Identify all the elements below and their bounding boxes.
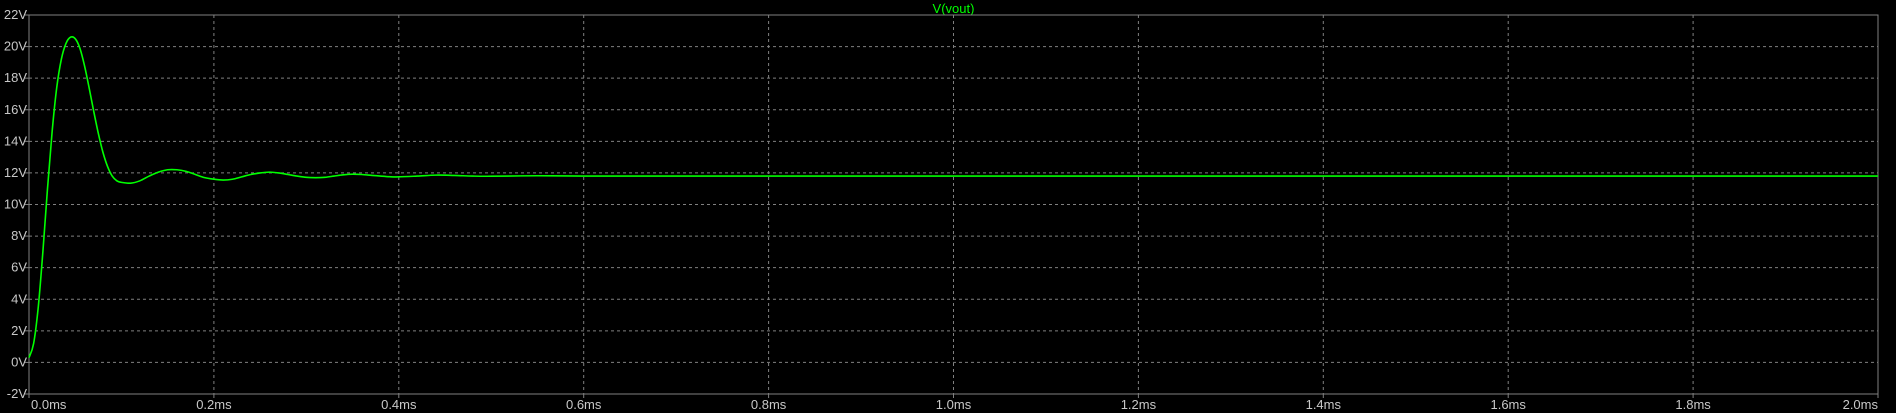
x-tick-label: 0.8ms xyxy=(751,397,787,412)
grid xyxy=(29,15,1878,394)
y-tick-label: 18V xyxy=(4,70,27,85)
x-tick-label: 0.2ms xyxy=(196,397,232,412)
y-tick-label: 2V xyxy=(11,323,27,338)
x-tick-label: 0.6ms xyxy=(566,397,602,412)
y-tick-label: 10V xyxy=(4,197,27,212)
x-tick-label: 1.8ms xyxy=(1675,397,1711,412)
x-tick-label: 1.4ms xyxy=(1306,397,1342,412)
x-tick-label: 0.0ms xyxy=(31,397,67,412)
x-tick-label: 0.4ms xyxy=(381,397,417,412)
y-tick-label: 8V xyxy=(11,228,27,243)
y-axis-ticks: 22V 20V 18V 16V 14V 12V 10V 8V 6V 4V 2V 0V -2V xyxy=(4,7,29,401)
x-tick-label: 2.0ms xyxy=(1843,397,1879,412)
x-tick-label: 1.2ms xyxy=(1121,397,1157,412)
series-line-vout xyxy=(28,35,1878,358)
y-tick-label: 20V xyxy=(4,39,27,54)
y-tick-label: 0V xyxy=(11,354,27,369)
y-tick-label: 16V xyxy=(4,102,27,117)
x-tick-label: 1.6ms xyxy=(1490,397,1526,412)
y-tick-label: 12V xyxy=(4,165,27,180)
x-axis-ticks: 0.0ms 0.2ms 0.4ms 0.6ms 0.8ms 1.0ms 1.2ms 1.4ms… xyxy=(28,394,1879,412)
y-tick-label: 6V xyxy=(11,260,27,275)
y-tick-label: 22V xyxy=(4,7,27,22)
x-tick-label: 1.0ms xyxy=(936,397,972,412)
y-tick-label: 14V xyxy=(4,133,27,148)
y-tick-label: -2V xyxy=(7,386,28,401)
trace-title[interactable]: V(vout) xyxy=(933,1,975,16)
y-tick-label: 4V xyxy=(11,291,27,306)
